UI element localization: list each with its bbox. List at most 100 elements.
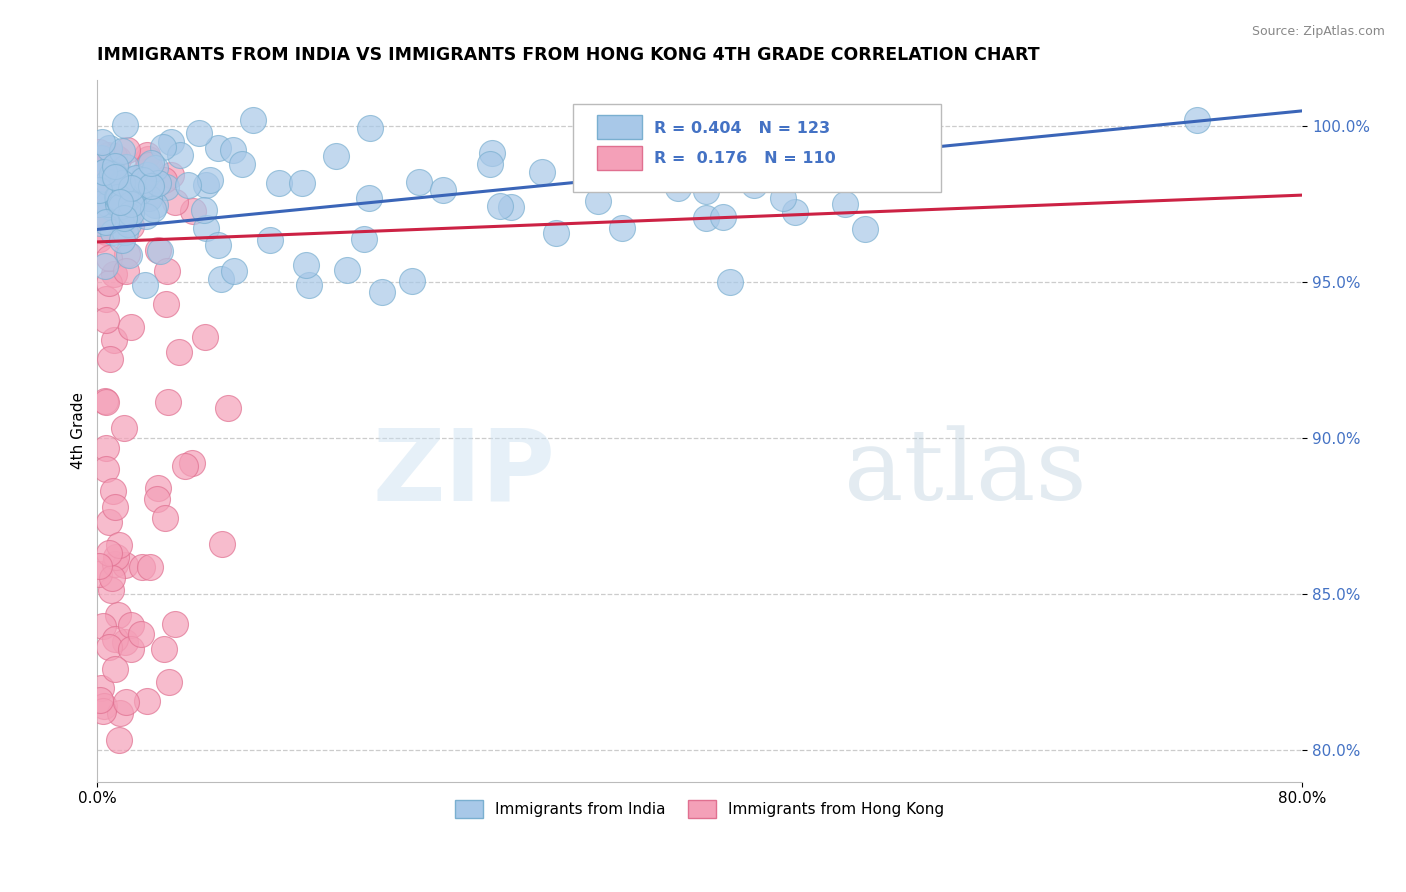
Point <box>269 176 291 190</box>
Point <box>128 185 150 199</box>
Point <box>222 264 245 278</box>
Point <box>120 641 142 656</box>
Point <box>90 203 112 218</box>
Point <box>134 278 156 293</box>
Point <box>135 209 157 223</box>
Point <box>152 140 174 154</box>
Point <box>94 186 117 201</box>
Point <box>98 640 121 655</box>
Point <box>138 191 160 205</box>
Point <box>101 167 124 181</box>
Point <box>98 351 121 366</box>
Point <box>89 693 111 707</box>
Point <box>97 197 120 211</box>
Point <box>143 161 166 175</box>
Point <box>167 344 190 359</box>
Text: IMMIGRANTS FROM INDIA VS IMMIGRANTS FROM HONG KONG 4TH GRADE CORRELATION CHART: IMMIGRANTS FROM INDIA VS IMMIGRANTS FROM… <box>97 46 1040 64</box>
Point <box>738 131 761 145</box>
Point <box>93 165 115 179</box>
Point <box>96 394 118 409</box>
Point <box>114 264 136 278</box>
Point <box>96 462 118 476</box>
Point <box>87 232 110 246</box>
Point <box>112 211 135 225</box>
Point <box>209 272 232 286</box>
Point <box>181 204 204 219</box>
FancyBboxPatch shape <box>598 146 643 170</box>
Point <box>169 147 191 161</box>
Point <box>160 169 183 183</box>
Point <box>104 176 127 190</box>
Point <box>94 292 117 306</box>
Point <box>110 199 132 213</box>
Point <box>141 178 163 193</box>
Point <box>198 173 221 187</box>
Point <box>120 206 142 220</box>
Point <box>114 558 136 572</box>
Point <box>325 148 347 162</box>
Point <box>146 491 169 506</box>
Point <box>610 221 633 235</box>
Point <box>120 219 142 234</box>
Point <box>101 483 124 498</box>
Point <box>90 681 112 696</box>
Point <box>103 333 125 347</box>
Text: R =  0.176   N = 110: R = 0.176 N = 110 <box>654 152 835 167</box>
Point <box>101 225 124 239</box>
Point <box>94 442 117 456</box>
Point <box>98 546 121 560</box>
Point <box>146 243 169 257</box>
Point <box>242 113 264 128</box>
Point <box>501 200 523 214</box>
Point <box>91 206 114 220</box>
Point <box>295 258 318 272</box>
Point <box>108 200 131 214</box>
Point <box>153 510 176 524</box>
Point <box>155 297 177 311</box>
Point <box>87 166 110 180</box>
Point <box>153 641 176 656</box>
Point <box>104 557 127 571</box>
Point <box>110 144 132 158</box>
Point <box>104 662 127 676</box>
Point <box>104 159 127 173</box>
Point <box>157 395 180 409</box>
Point <box>120 618 142 632</box>
Point <box>87 192 110 206</box>
Point <box>138 189 160 203</box>
Point <box>174 458 197 473</box>
Point <box>87 162 110 177</box>
Point <box>695 211 717 226</box>
Point <box>96 191 118 205</box>
Point <box>115 206 138 220</box>
Point <box>120 180 142 194</box>
Point <box>97 276 120 290</box>
Point <box>153 172 176 186</box>
Point <box>125 171 148 186</box>
Y-axis label: 4th Grade: 4th Grade <box>72 392 86 469</box>
Point <box>111 176 134 190</box>
Point <box>401 275 423 289</box>
Text: Source: ZipAtlas.com: Source: ZipAtlas.com <box>1251 25 1385 38</box>
Point <box>139 156 162 170</box>
Point <box>90 185 112 199</box>
Point <box>107 538 129 552</box>
Point <box>641 167 664 181</box>
Point <box>120 194 142 208</box>
Point <box>110 194 132 209</box>
Point <box>142 202 165 217</box>
Point <box>107 608 129 623</box>
Point <box>121 172 143 186</box>
Point <box>193 202 215 217</box>
Point <box>96 215 118 229</box>
Point <box>111 233 134 247</box>
Point <box>160 135 183 149</box>
FancyBboxPatch shape <box>598 115 643 139</box>
Point <box>96 225 118 239</box>
Point <box>298 278 321 293</box>
Point <box>87 567 110 582</box>
Point <box>117 217 139 231</box>
Point <box>231 157 253 171</box>
Point <box>114 188 136 202</box>
Point <box>114 635 136 649</box>
